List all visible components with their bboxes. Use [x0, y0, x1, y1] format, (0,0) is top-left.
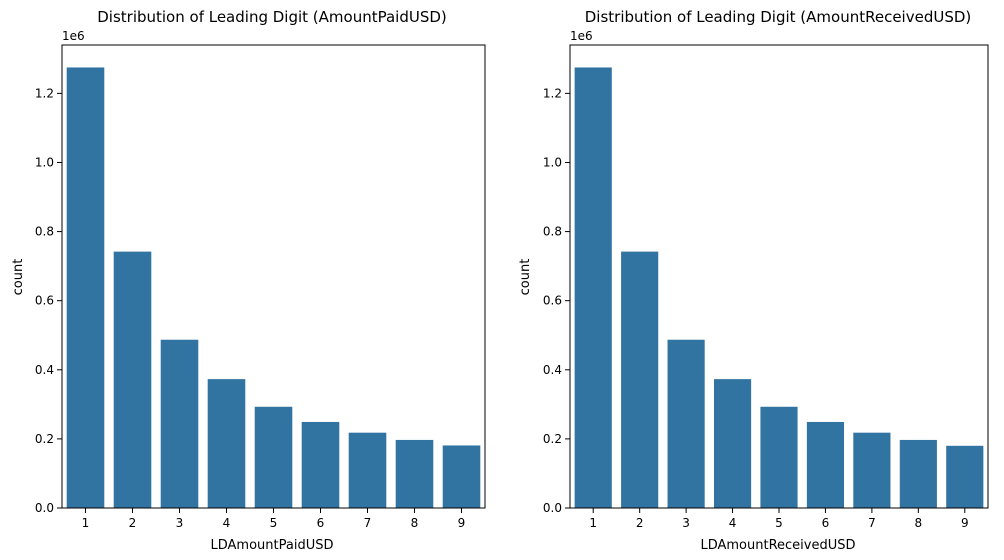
y-tick-label: 0.6 — [35, 294, 54, 308]
x-tick-label: 2 — [636, 516, 644, 530]
plot-frame — [61, 44, 486, 509]
bar-3 — [667, 339, 705, 508]
x-tick-label: 7 — [364, 516, 372, 530]
x-tick-label: 2 — [129, 516, 137, 530]
chart-amount-paid: Distribution of Leading Digit (AmountPai… — [11, 8, 486, 553]
y-tick-label: 0.0 — [543, 501, 562, 515]
y-tick-label: 0.8 — [35, 225, 54, 239]
x-tick-label: 9 — [458, 516, 466, 530]
x-tick-label: 6 — [317, 516, 325, 530]
x-tick-label: 3 — [682, 516, 690, 530]
bar-4 — [713, 379, 752, 508]
x-tick-label: 8 — [411, 516, 419, 530]
y-tick-label: 1.0 — [543, 155, 562, 169]
chart-title: Distribution of Leading Digit (AmountPai… — [97, 8, 447, 26]
y-tick-label: 1.0 — [35, 155, 54, 169]
bar-5 — [760, 406, 798, 508]
y-ticks: 0.0 0.2 0.4 0.6 0.8 1.0 1.2 — [543, 86, 570, 515]
chart-amount-received: Distribution of Leading Digit (AmountRec… — [518, 8, 989, 553]
bar-6 — [301, 421, 340, 508]
bar-2 — [621, 251, 659, 508]
chart-title: Distribution of Leading Digit (AmountRec… — [585, 8, 972, 26]
x-tick-label: 7 — [868, 516, 876, 530]
y-tick-label: 0.4 — [543, 363, 562, 377]
x-tick-label: 4 — [223, 516, 231, 530]
x-tick-label: 9 — [961, 516, 969, 530]
y-offset-label: 1e6 — [62, 29, 85, 43]
bar-1 — [574, 67, 612, 509]
bar-7 — [853, 432, 891, 508]
x-tick-label: 4 — [729, 516, 737, 530]
x-ticks: 1 2 3 4 5 6 7 8 9 — [82, 508, 466, 530]
y-tick-label: 1.2 — [35, 86, 54, 100]
bar-4 — [207, 379, 246, 508]
bar-7 — [348, 432, 387, 508]
y-ticks: 0.0 0.2 0.4 0.6 0.8 1.0 1.2 — [35, 86, 62, 515]
bar-group — [66, 67, 481, 509]
bar-group — [574, 67, 984, 509]
x-tick-label: 3 — [176, 516, 184, 530]
x-ticks: 1 2 3 4 5 6 7 8 9 — [589, 508, 969, 530]
x-tick-label: 5 — [775, 516, 783, 530]
y-tick-label: 0.2 — [35, 432, 54, 446]
y-offset-label: 1e6 — [570, 29, 593, 43]
bar-9 — [946, 445, 984, 508]
y-axis-label: count — [518, 259, 533, 296]
bar-2 — [113, 251, 152, 508]
x-tick-label: 6 — [822, 516, 830, 530]
y-tick-label: 0.6 — [543, 294, 562, 308]
y-tick-label: 0.4 — [35, 363, 54, 377]
bar-5 — [254, 406, 293, 508]
x-axis-label: LDAmountReceivedUSD — [700, 538, 855, 553]
y-tick-label: 0.8 — [543, 225, 562, 239]
bar-6 — [806, 421, 845, 508]
bar-8 — [899, 439, 937, 508]
x-axis-label: LDAmountPaidUSD — [211, 538, 334, 553]
y-tick-label: 1.2 — [543, 86, 562, 100]
bar-8 — [395, 439, 434, 508]
y-tick-label: 0.0 — [35, 501, 54, 515]
x-tick-label: 1 — [589, 516, 597, 530]
y-tick-label: 0.2 — [543, 432, 562, 446]
x-tick-label: 5 — [270, 516, 278, 530]
plot-frame — [569, 44, 989, 509]
x-tick-label: 1 — [82, 516, 90, 530]
bar-1 — [66, 67, 105, 509]
x-tick-label: 8 — [915, 516, 923, 530]
bar-3 — [160, 339, 199, 508]
y-axis-label: count — [11, 259, 26, 296]
bar-9 — [442, 445, 481, 508]
